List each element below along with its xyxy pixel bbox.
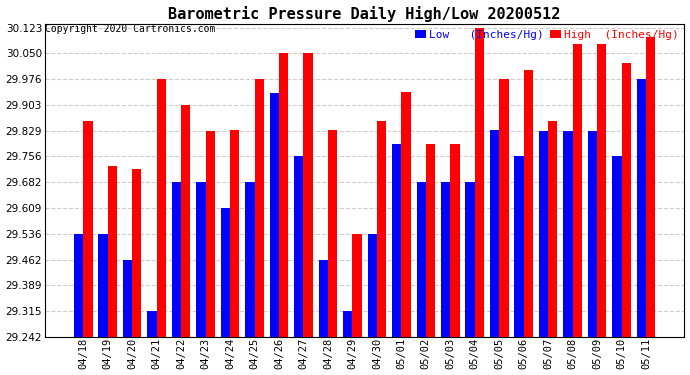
Bar — [475, 28, 484, 337]
Bar — [426, 144, 435, 337]
Bar — [612, 156, 622, 337]
Bar — [524, 70, 533, 337]
Bar — [230, 130, 239, 337]
Bar — [294, 156, 304, 337]
Title: Barometric Pressure Daily High/Low 20200512: Barometric Pressure Daily High/Low 20200… — [168, 6, 561, 21]
Bar — [221, 208, 230, 337]
Bar — [319, 260, 328, 337]
Bar — [573, 44, 582, 337]
Bar — [99, 234, 108, 337]
Bar — [132, 169, 141, 337]
Bar — [304, 53, 313, 337]
Bar — [588, 131, 597, 337]
Bar — [353, 234, 362, 337]
Bar — [279, 53, 288, 337]
Bar — [466, 182, 475, 337]
Bar — [490, 130, 500, 337]
Bar — [123, 260, 132, 337]
Bar — [368, 234, 377, 337]
Bar — [392, 144, 402, 337]
Bar — [172, 182, 181, 337]
Bar — [377, 122, 386, 337]
Text: Copyright 2020 Cartronics.com: Copyright 2020 Cartronics.com — [45, 24, 215, 34]
Bar — [515, 156, 524, 337]
Bar — [646, 37, 656, 337]
Bar — [548, 122, 558, 337]
Bar — [597, 44, 607, 337]
Bar — [637, 79, 646, 337]
Bar — [108, 165, 117, 337]
Bar — [451, 144, 460, 337]
Bar — [500, 79, 509, 337]
Bar — [402, 92, 411, 337]
Bar — [148, 311, 157, 337]
Bar — [328, 130, 337, 337]
Bar — [74, 234, 83, 337]
Bar — [343, 311, 353, 337]
Bar — [441, 182, 451, 337]
Bar — [245, 182, 255, 337]
Bar — [255, 79, 264, 337]
Bar — [206, 131, 215, 337]
Bar — [196, 182, 206, 337]
Bar — [539, 131, 548, 337]
Bar — [270, 93, 279, 337]
Bar — [563, 131, 573, 337]
Bar — [83, 122, 92, 337]
Legend: Low   (Inches/Hg), High  (Inches/Hg): Low (Inches/Hg), High (Inches/Hg) — [415, 30, 679, 40]
Bar — [157, 79, 166, 337]
Bar — [622, 63, 631, 337]
Bar — [417, 182, 426, 337]
Bar — [181, 105, 190, 337]
